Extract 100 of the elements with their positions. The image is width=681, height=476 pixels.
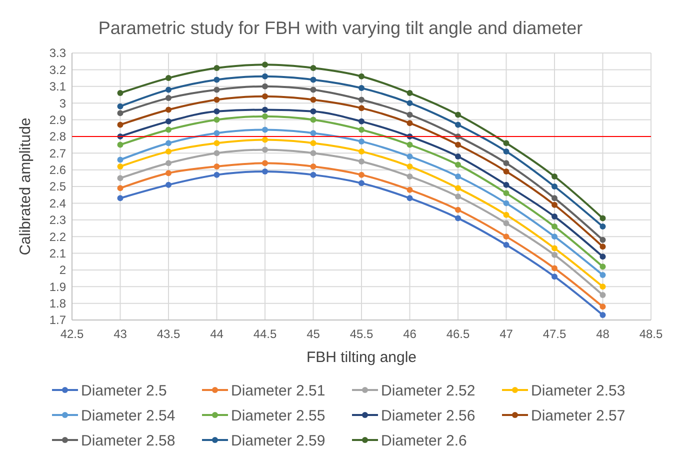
y-tick-label: 3.1 [49,80,66,94]
legend-label: Diameter 2.6 [381,432,467,450]
point [214,116,220,123]
point [166,140,172,146]
x-tick-label: 42.5 [60,327,84,341]
point [310,86,316,93]
point [406,186,413,193]
point [406,153,413,160]
point [262,160,268,166]
point [262,136,268,143]
legend-label: Diameter 2.52 [381,382,476,400]
point [600,272,606,278]
point [406,163,413,170]
point [600,312,606,318]
point [214,140,220,146]
x-tick-label: 48 [596,327,610,341]
point [455,194,461,200]
point [358,138,364,144]
y-tick-label: 2.3 [49,213,66,228]
point [166,75,172,82]
y-tick-label: 2.8 [49,130,66,144]
y-axis-title: Calibrated amplitude [17,118,34,256]
x-tick-label: 44 [210,327,224,341]
x-tick-label: 43 [114,327,128,341]
point [455,185,461,192]
point [166,118,172,124]
point [310,163,316,170]
point [358,172,364,178]
point [503,212,510,218]
point [406,112,413,118]
point [455,215,461,222]
point [503,234,510,240]
point [503,140,510,146]
point [166,170,172,176]
point [310,172,316,178]
point [455,122,461,128]
point [600,284,606,290]
point [552,214,558,220]
point [358,96,364,103]
point [600,304,606,310]
point [117,90,124,96]
point [358,85,364,92]
point [262,83,268,90]
point [455,173,461,180]
point [600,292,606,298]
point [166,86,172,93]
point [552,195,558,202]
point [262,106,268,113]
y-tick-label: 3.2 [49,62,66,77]
point [166,95,172,102]
point [310,96,316,103]
y-tick-label: 1.8 [49,296,66,311]
point [552,265,558,272]
x-tick-label: 47.5 [542,327,566,341]
point [310,130,316,136]
point [406,120,413,126]
point [455,112,461,118]
legend-label: Diameter 2.59 [231,432,326,450]
y-tick-label: 2.4 [49,196,66,210]
point [214,96,220,103]
point [600,254,606,260]
point [455,206,461,213]
point [214,172,220,178]
point [166,106,172,113]
point [214,86,220,93]
point [358,180,364,186]
x-tick-label: 46 [403,327,417,341]
point [600,236,606,243]
point [503,182,510,188]
point [214,76,220,83]
point [262,168,268,174]
y-tick-label: 2.7 [49,146,66,160]
y-tick-label: 2.9 [49,112,66,127]
y-tick-label: 2.6 [49,163,66,178]
point [214,65,220,72]
x-tick-label: 48.5 [639,327,663,341]
point [552,184,558,190]
point [406,100,413,106]
point [552,173,558,180]
point [310,108,316,114]
chart-title: Parametric study for FBH with varying tilt angle and diameter [98,18,583,38]
point [503,148,510,154]
point [214,108,220,114]
legend-label: Diameter 2.54 [81,407,176,424]
point [406,142,413,148]
y-tick-label: 3 [59,96,66,110]
x-tick-label: 46.5 [446,327,470,341]
point [600,215,606,222]
y-tick-label: 1.9 [49,280,66,294]
point [262,73,268,80]
legend-label: Diameter 2.58 [81,432,176,450]
legend-label: Diameter 2.53 [531,382,626,400]
point [262,146,268,153]
point [166,126,172,133]
point [552,245,558,252]
point [310,140,316,146]
y-tick-label: 1.7 [49,313,66,328]
point [358,118,364,124]
point [455,153,461,160]
y-tick-label: 3.3 [49,46,66,60]
